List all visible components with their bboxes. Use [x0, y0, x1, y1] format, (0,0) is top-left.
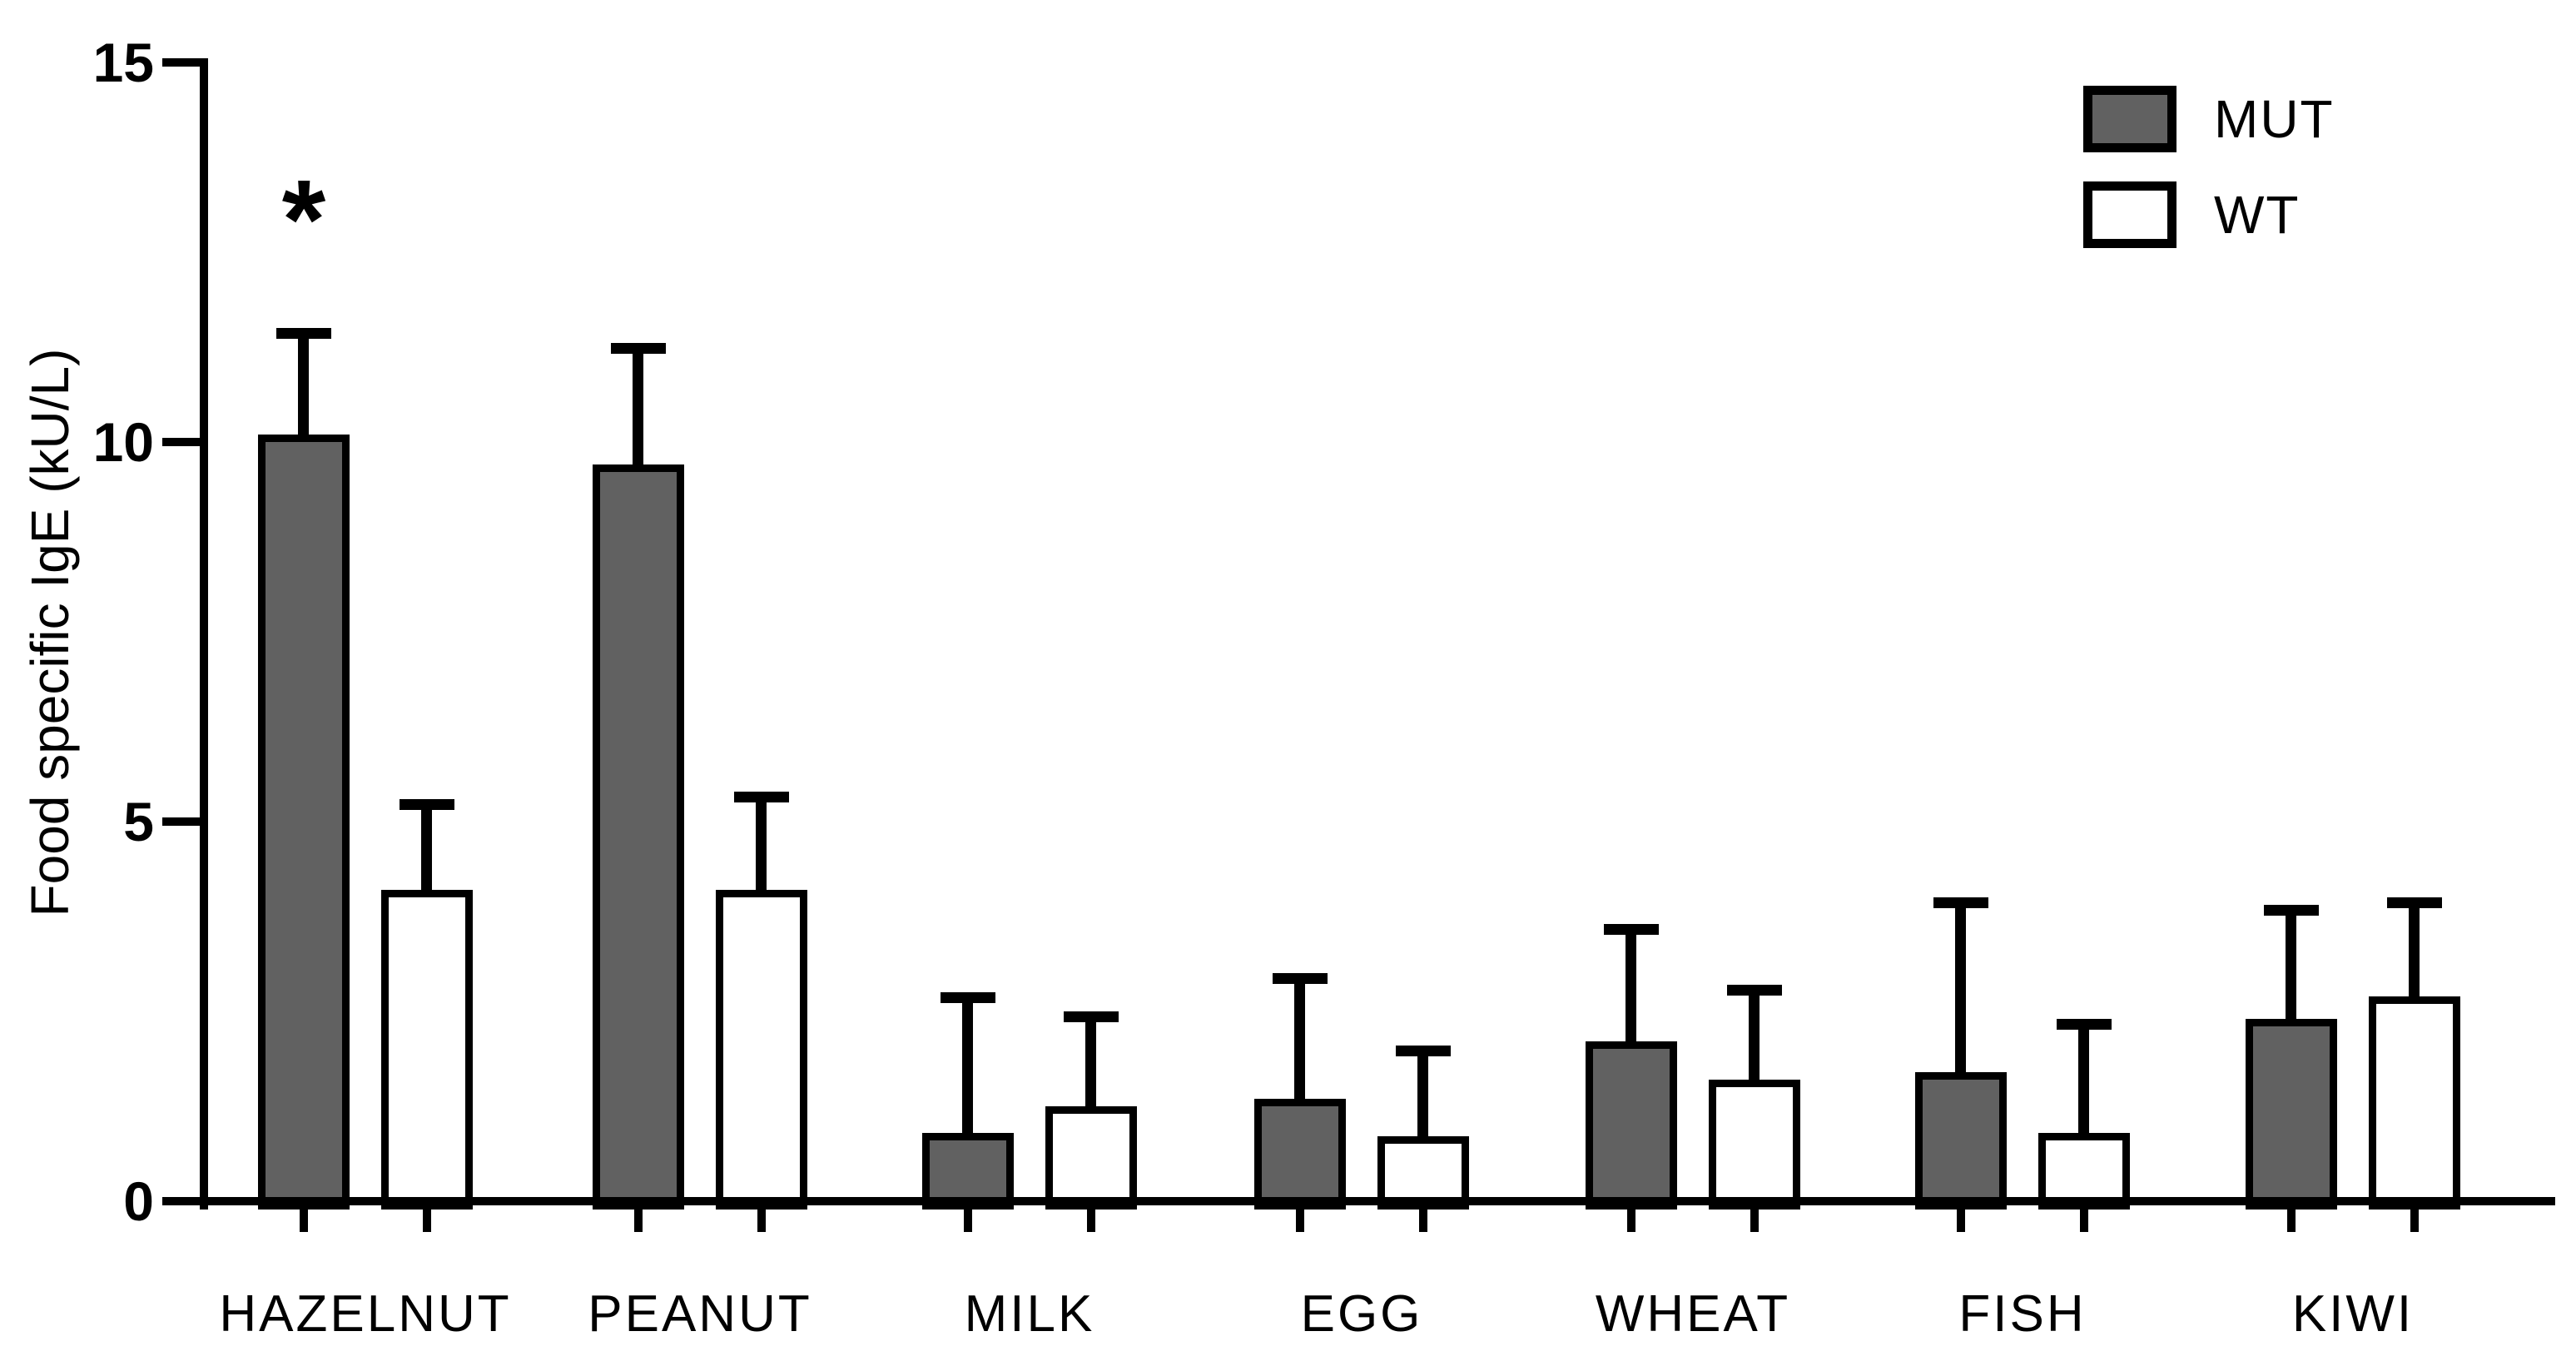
bar-wt-wheat	[1709, 1080, 1800, 1210]
x-axis-tick	[1957, 1205, 1965, 1232]
y-axis-tick-label: 10	[92, 411, 154, 473]
x-axis-tick	[423, 1205, 431, 1232]
error-bar-cap	[1604, 924, 1659, 936]
x-axis-line	[200, 1197, 2555, 1205]
x-axis-label-milk: MILK	[964, 1285, 1095, 1343]
x-axis-tick	[1087, 1205, 1095, 1232]
y-axis-tick-label: 0	[123, 1170, 154, 1232]
error-bar-stem	[1294, 976, 1305, 1107]
legend-swatch-mut	[2083, 86, 2176, 152]
error-bar-cap	[941, 992, 995, 1004]
bar-wt-hazelnut	[381, 890, 473, 1210]
x-axis-tick	[300, 1205, 308, 1232]
x-axis-tick	[2287, 1205, 2296, 1232]
y-axis-tick	[162, 58, 200, 67]
error-bar-stem	[2409, 901, 2420, 1005]
y-axis-tick-label: 5	[123, 791, 154, 852]
y-axis-tick	[162, 1197, 200, 1205]
x-axis-label-wheat: WHEAT	[1595, 1285, 1791, 1343]
error-bar-stem	[2078, 1022, 2089, 1141]
error-bar-stem	[1749, 988, 1760, 1089]
bar-mut-kiwi	[2246, 1019, 2337, 1210]
error-bar-stem	[962, 996, 973, 1141]
x-axis-tick	[1419, 1205, 1427, 1232]
error-bar-stem	[756, 794, 767, 899]
error-bar-stem	[1085, 1015, 1096, 1115]
x-axis-tick	[634, 1205, 643, 1232]
legend-label-mut: MUT	[2214, 89, 2335, 149]
x-axis-label-hazelnut: HAZELNUT	[219, 1285, 512, 1343]
error-bar-cap	[1396, 1046, 1451, 1057]
bar-mut-fish	[1915, 1071, 2007, 1210]
significance-asterisk: *	[281, 156, 326, 282]
x-axis-tick	[2080, 1205, 2088, 1232]
y-axis-title: Food specific IgE (kU/L)	[20, 348, 80, 917]
error-bar-stem	[1417, 1049, 1428, 1145]
bar-mut-peanut	[593, 464, 684, 1210]
legend-swatch-wt	[2083, 181, 2176, 248]
bar-mut-egg	[1254, 1098, 1346, 1210]
error-bar-stem	[1955, 901, 1966, 1080]
bar-mut-hazelnut	[258, 434, 350, 1210]
error-bar-stem	[2286, 908, 2296, 1028]
y-axis-tick-label: 15	[92, 32, 154, 93]
legend-label-wt: WT	[2214, 185, 2301, 245]
x-axis-tick	[757, 1205, 766, 1232]
y-axis-tick	[162, 817, 200, 826]
error-bar-stem	[298, 331, 309, 443]
bar-wt-kiwi	[2369, 996, 2460, 1210]
error-bar-cap	[2387, 897, 2442, 909]
x-axis-label-egg: EGG	[1300, 1285, 1423, 1343]
bar-wt-peanut	[716, 890, 807, 1210]
error-bar-cap	[1273, 973, 1328, 985]
error-bar-cap	[2264, 905, 2319, 916]
bar-mut-wheat	[1586, 1041, 1677, 1210]
error-bar-stem	[1626, 927, 1636, 1051]
y-axis-line	[200, 58, 208, 1210]
x-axis-tick	[1627, 1205, 1635, 1232]
error-bar-cap	[1727, 985, 1782, 996]
error-bar-cap	[2057, 1019, 2112, 1031]
x-axis-label-fish: FISH	[1958, 1285, 2087, 1343]
error-bar-cap	[1933, 897, 1988, 909]
error-bar-cap	[734, 791, 789, 802]
x-axis-label-peanut: PEANUT	[588, 1285, 812, 1343]
x-axis-label-kiwi: KIWI	[2291, 1285, 2415, 1343]
bar-wt-milk	[1045, 1106, 1137, 1210]
error-bar-cap	[1064, 1011, 1119, 1022]
error-bar-stem	[633, 346, 643, 474]
error-bar-stem	[421, 802, 432, 899]
error-bar-cap	[276, 328, 331, 340]
x-axis-tick	[1296, 1205, 1304, 1232]
error-bar-cap	[611, 343, 666, 355]
y-axis-tick	[162, 438, 200, 446]
x-axis-tick	[1750, 1205, 1759, 1232]
x-axis-tick	[964, 1205, 972, 1232]
error-bar-cap	[400, 798, 454, 810]
x-axis-tick	[2410, 1205, 2419, 1232]
